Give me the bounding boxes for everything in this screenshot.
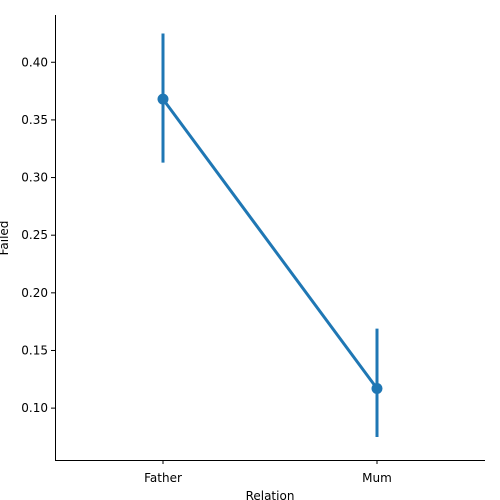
series-marks <box>157 33 383 437</box>
x-tick-label: Mum <box>362 471 392 485</box>
y-ticks: 0.10 0.15 0.20 0.25 0.30 0.35 0.40 <box>21 55 55 415</box>
y-tick-label: 0.35 <box>21 113 48 127</box>
x-tick-label: Father <box>144 471 182 485</box>
x-ticks: Father Mum <box>144 460 392 485</box>
y-tick-label: 0.40 <box>21 55 48 69</box>
y-tick-label: 0.20 <box>21 286 48 300</box>
series-line <box>161 98 379 390</box>
x-axis-label: Relation <box>246 489 295 500</box>
data-point <box>157 93 169 105</box>
y-tick-label: 0.10 <box>21 401 48 415</box>
data-point <box>371 383 383 395</box>
y-tick-label: 0.30 <box>21 171 48 185</box>
y-tick-label: 0.15 <box>21 343 48 357</box>
y-tick-label: 0.25 <box>21 228 48 242</box>
y-axis-label: Failed <box>0 221 11 256</box>
